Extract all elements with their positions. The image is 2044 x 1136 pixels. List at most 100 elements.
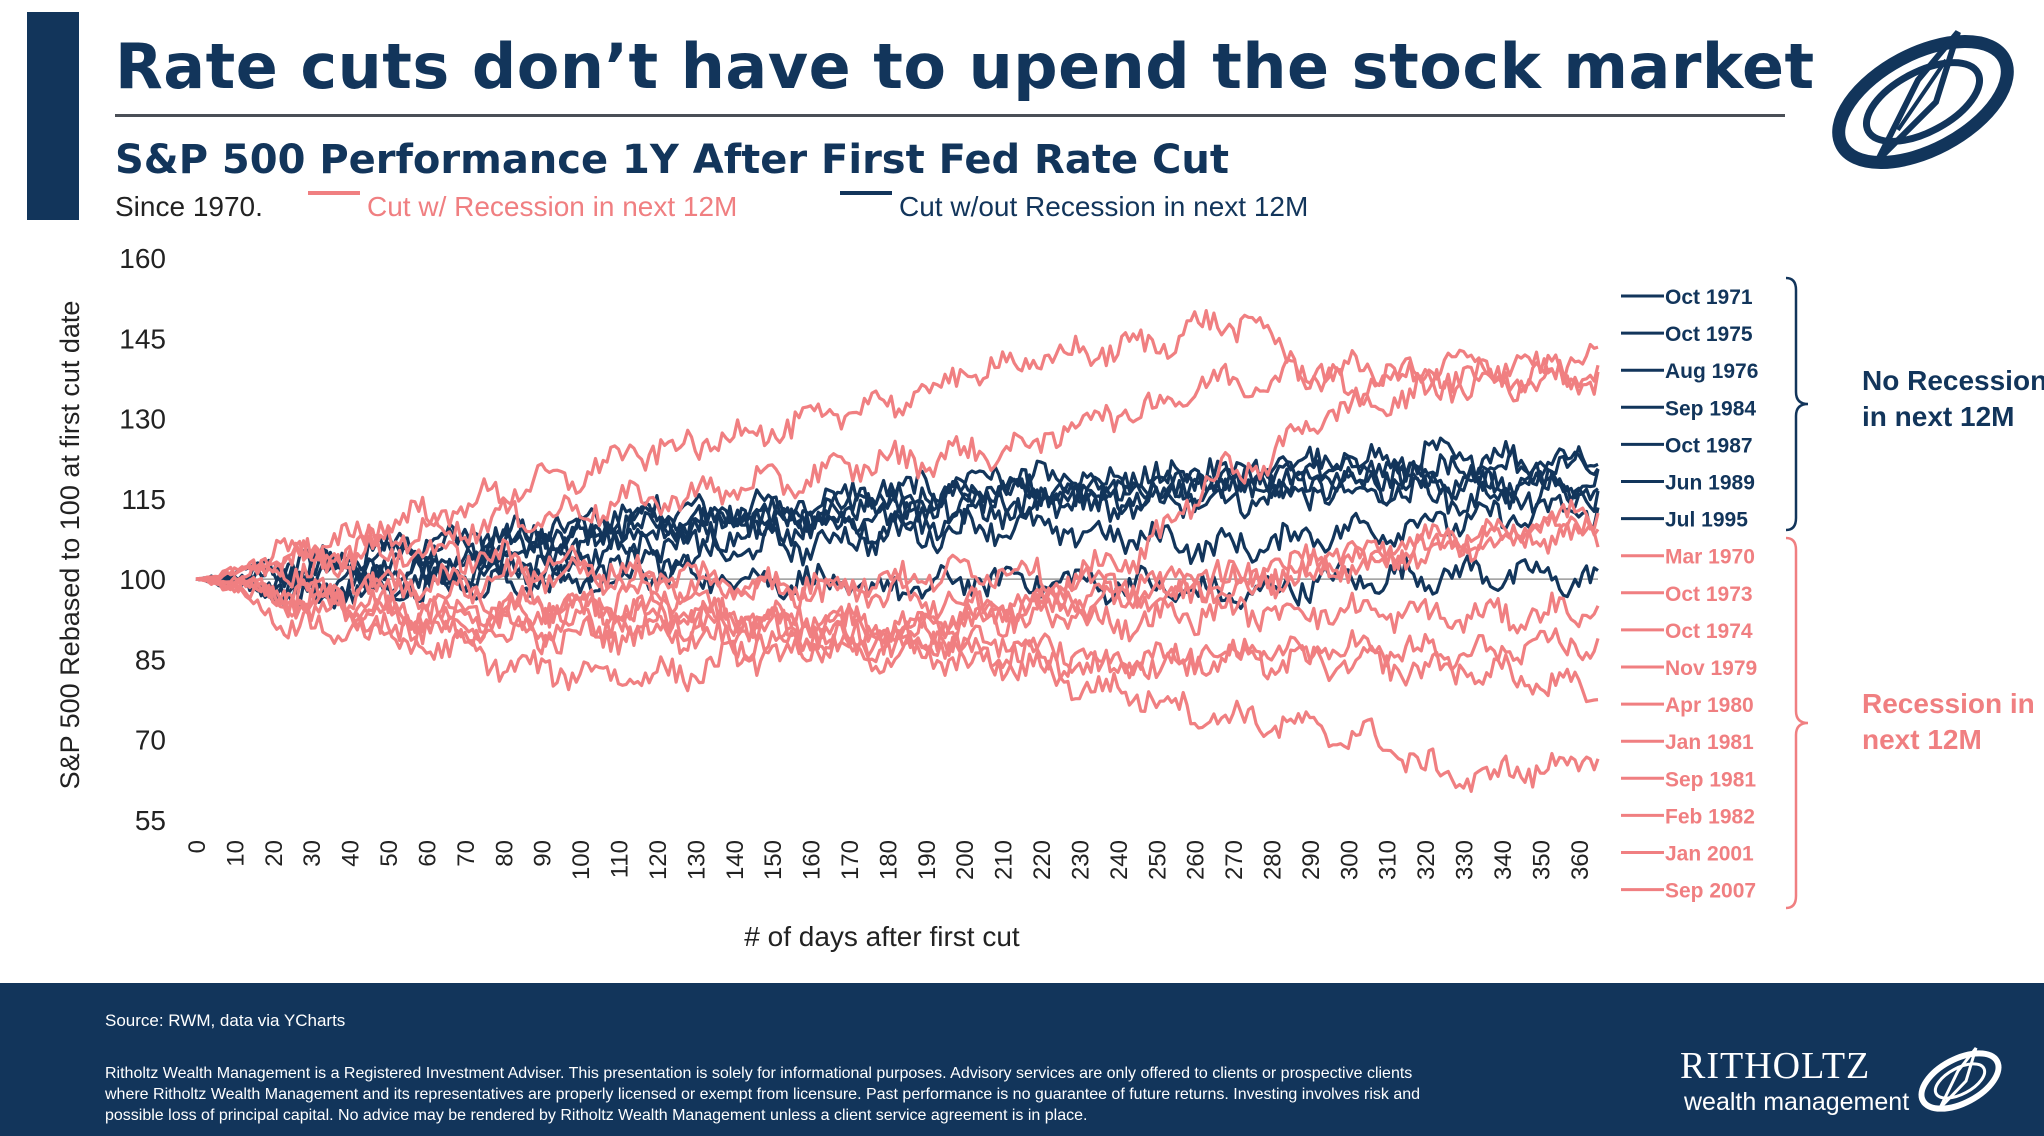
axes: S&P 500 Rebased to 100 at first cut date… — [55, 243, 1594, 952]
x-tick-label: 330 — [1452, 840, 1479, 880]
series-label: Jul 1995 — [1665, 509, 1748, 532]
legend-label-recession: Cut w/ Recession in next 12M — [367, 191, 738, 222]
footer-logo: RITHOLTZ wealth management — [1680, 1040, 2010, 1125]
x-tick-label: 40 — [338, 840, 365, 867]
x-tick-label: 80 — [491, 840, 518, 867]
company-tagline: wealth management — [1684, 1088, 1910, 1116]
series-label: Oct 1974 — [1665, 620, 1753, 643]
x-tick-label: 190 — [914, 840, 941, 880]
y-axis-label: S&P 500 Rebased to 100 at first cut date — [55, 301, 85, 790]
x-tick-label: 90 — [530, 840, 557, 867]
series-label: Jan 1981 — [1665, 731, 1754, 754]
title-divider — [115, 114, 1785, 117]
x-tick-label: 350 — [1528, 840, 1555, 880]
series-line-jul-1995 — [195, 445, 1599, 591]
company-logo-icon — [1832, 30, 2014, 170]
x-tick-label: 50 — [376, 840, 403, 867]
y-tick-label: 55 — [135, 805, 166, 836]
legend-label-no-recession: Cut w/out Recession in next 12M — [899, 191, 1309, 222]
x-tick-label: 250 — [1144, 840, 1171, 880]
x-tick-label: 10 — [222, 840, 249, 867]
series-label: Oct 1973 — [1665, 583, 1753, 606]
series-label: Jun 1989 — [1665, 472, 1755, 495]
series-label: Apr 1980 — [1665, 694, 1754, 717]
group-label-no-recession: No Recession — [1862, 365, 2044, 396]
series-labels: Oct 1971 Oct 1975 Aug 1976 Sep 1984 Oct 1987… — [1621, 286, 1758, 903]
legend-swatch-recession — [308, 191, 360, 195]
y-tick-label: 100 — [119, 564, 166, 595]
series-label: Aug 1976 — [1665, 360, 1758, 383]
x-tick-label: 0 — [184, 840, 211, 853]
series-label: Oct 1987 — [1665, 434, 1753, 457]
legend-swatch-no-recession — [840, 191, 892, 195]
series-label: Jan 2001 — [1665, 843, 1754, 866]
series-label: Feb 1982 — [1665, 805, 1755, 828]
x-tick-label: 230 — [1067, 840, 1094, 880]
chart-subtitle: Since 1970. — [115, 191, 263, 222]
x-tick-label: 130 — [683, 840, 710, 880]
y-tick-label: 70 — [135, 725, 166, 756]
chart-canvas: S&P 500 Rebased to 100 at first cut date… — [55, 243, 2044, 952]
x-tick-label: 160 — [799, 840, 826, 880]
accent-bar — [27, 12, 79, 220]
footer — [0, 983, 2044, 1136]
company-name: RITHOLTZ — [1680, 1045, 1871, 1087]
chart-title: S&P 500 Performance 1Y After First Fed R… — [115, 137, 1229, 183]
x-tick-label: 180 — [875, 840, 902, 880]
x-tick-label: 260 — [1183, 840, 1210, 880]
x-tick-label: 150 — [760, 840, 787, 880]
source-note: Source: RWM, data via YCharts — [105, 1011, 346, 1030]
series-label: Nov 1979 — [1665, 657, 1757, 680]
x-tick-label: 340 — [1490, 840, 1517, 880]
x-tick-label: 170 — [837, 840, 864, 880]
series-line-jan-1981 — [195, 555, 1600, 643]
x-tick-label: 30 — [299, 840, 326, 867]
y-tick-label: 130 — [119, 404, 166, 435]
bracket-recession — [1785, 536, 1809, 910]
group-label-recession: next 12M — [1862, 724, 1982, 755]
y-tick-label: 145 — [119, 323, 166, 354]
x-tick-label: 320 — [1413, 840, 1440, 880]
x-axis-label: # of days after first cut — [744, 921, 1020, 952]
series-label: Oct 1971 — [1665, 286, 1753, 309]
y-tick-label: 85 — [135, 644, 166, 675]
series-line-apr-1980 — [195, 349, 1600, 584]
x-tick-label: 360 — [1567, 840, 1594, 880]
x-tick-label: 20 — [261, 840, 288, 867]
x-tick-label: 300 — [1336, 840, 1363, 880]
page-title: Rate cuts don’t have to upend the stock … — [115, 30, 1815, 103]
group-brackets: No Recession in next 12M Recession in next … — [1785, 276, 2044, 910]
series-line-oct-1975 — [196, 436, 1600, 587]
y-tick-label: 160 — [119, 243, 166, 274]
x-tick-label: 220 — [1029, 840, 1056, 880]
x-tick-label: 200 — [952, 840, 979, 880]
series-label: Oct 1975 — [1665, 323, 1753, 346]
series-label: Sep 1984 — [1665, 397, 1756, 420]
x-tick-label: 240 — [1106, 840, 1133, 880]
y-tick-label: 115 — [121, 484, 166, 515]
x-tick-label: 100 — [568, 840, 595, 880]
series-label: Sep 1981 — [1665, 768, 1756, 791]
x-tick-label: 70 — [453, 840, 480, 867]
company-logo-small-icon — [1918, 1047, 2002, 1112]
series-label: Mar 1970 — [1665, 546, 1755, 569]
series-line-sep-1981 — [195, 498, 1600, 643]
series-line-oct-1987 — [195, 493, 1600, 609]
group-label-recession: Recession in — [1862, 688, 2035, 719]
x-tick-label: 60 — [414, 840, 441, 867]
group-label-no-recession: in next 12M — [1862, 401, 2014, 432]
series-lines — [195, 309, 1600, 794]
series-label: Sep 2007 — [1665, 880, 1756, 903]
x-tick-label: 310 — [1375, 840, 1402, 880]
bracket-no-recession — [1785, 276, 1809, 532]
x-tick-label: 110 — [607, 840, 634, 878]
x-tick-label: 210 — [991, 840, 1018, 880]
x-tick-label: 290 — [1298, 840, 1325, 880]
x-tick-label: 270 — [1221, 840, 1248, 880]
series-line-sep-2007 — [195, 549, 1599, 704]
series-line-jan-2001 — [195, 577, 1600, 681]
x-tick-label: 140 — [722, 840, 749, 880]
disclaimer-text: Ritholtz Wealth Management is a Register… — [105, 1065, 1421, 1124]
x-tick-label: 280 — [1260, 840, 1287, 880]
x-tick-label: 120 — [645, 840, 672, 880]
